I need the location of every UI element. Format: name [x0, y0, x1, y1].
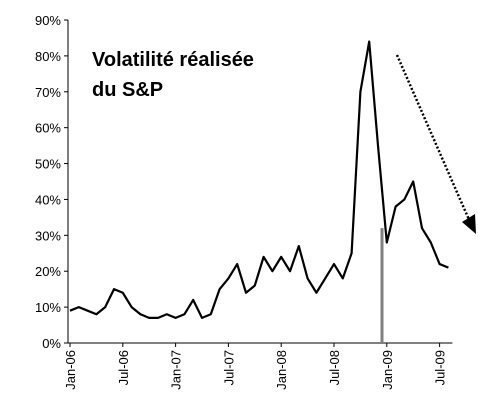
line-series: [69, 40, 449, 319]
x-tick-label: Jan-06: [63, 350, 78, 390]
y-tick-label: 90%: [35, 13, 61, 28]
y-tick-label: 20%: [35, 264, 61, 279]
chart-title: Volatilité réalisée: [92, 49, 254, 71]
y-tick-label: 60%: [35, 121, 61, 136]
x-tick-label: Jul-09: [433, 350, 448, 385]
y-tick-label: 40%: [35, 192, 61, 207]
y-tick-label: 80%: [35, 49, 61, 64]
x-tick-label: Jul-07: [221, 350, 236, 385]
x-tick-label: Jul-06: [116, 350, 131, 385]
x-tick-label: Jan-07: [169, 350, 184, 390]
y-tick-label: 10%: [35, 300, 61, 315]
y-tick-label: 30%: [35, 228, 61, 243]
x-tick-label: Jul-08: [327, 350, 342, 385]
y-tick-label: 70%: [35, 85, 61, 100]
chart-title: du S&P: [92, 79, 163, 101]
y-tick-label: 50%: [35, 157, 61, 172]
trend-arrow: [395, 54, 472, 223]
x-tick-label: Jan-09: [380, 350, 395, 390]
y-tick-label: 0%: [42, 336, 61, 351]
x-tick-label: Jan-08: [274, 350, 289, 390]
arrow-head: [462, 214, 476, 234]
